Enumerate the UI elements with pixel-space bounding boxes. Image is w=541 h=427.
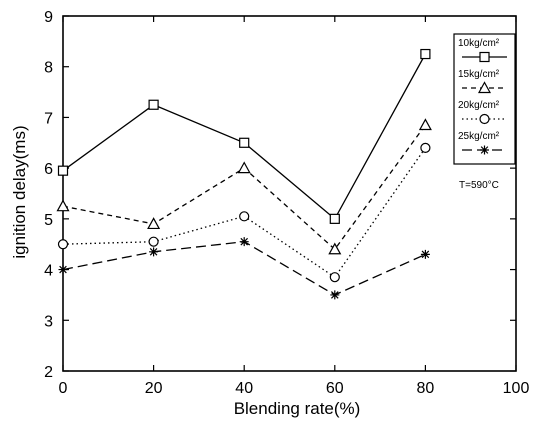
y-tick-label: 2: [44, 364, 53, 381]
y-tick-label: 3: [44, 313, 53, 330]
axes: 0 20 40 60 80 100 2 3 4 5 6 7 8 9: [44, 9, 529, 397]
legend-label: 15kg/cm²: [458, 69, 500, 80]
data-point: [57, 165, 69, 176]
data-point: [239, 211, 250, 222]
series-line: [62, 53, 426, 220]
data-point: [237, 161, 251, 174]
legend-marker: [477, 81, 492, 94]
legend-marker: [480, 145, 489, 155]
y-tick-label: 9: [44, 9, 53, 26]
y-tick-label: 5: [44, 212, 53, 229]
x-tick-label: 100: [503, 380, 530, 397]
data-point: [418, 118, 432, 131]
data-point: [420, 142, 431, 153]
x-tick-label: 20: [145, 380, 163, 397]
data-point: [56, 199, 70, 212]
y-tick-label: 7: [44, 110, 53, 127]
data-point: [239, 137, 250, 148]
data-point: [147, 217, 161, 230]
x-tick-label: 0: [59, 380, 68, 397]
y-tick-label: 4: [44, 263, 53, 280]
x-axis-label: Blending rate(%): [234, 399, 361, 418]
data-point: [420, 48, 431, 60]
y-axis-label: ignition delay(ms): [10, 125, 29, 258]
x-tick-label: 80: [417, 380, 435, 397]
legend-label: 10kg/cm²: [458, 38, 500, 49]
plot-frame: [62, 15, 517, 372]
data-point: [58, 265, 68, 275]
temperature-annotation: T=590°C: [459, 180, 499, 191]
series-2: [56, 118, 432, 255]
data-point: [330, 290, 340, 300]
x-tick-label: 60: [326, 380, 344, 397]
legend-marker: [479, 113, 490, 125]
data-point: [328, 242, 342, 255]
series-4: [58, 237, 430, 300]
series-layer: [56, 48, 432, 300]
data-point: [149, 247, 159, 257]
series-3: [57, 142, 431, 283]
legend: 10kg/cm² 15kg/cm² 20kg/cm² 25kg/cm²: [453, 33, 516, 165]
data-point: [57, 239, 69, 250]
data-point: [148, 236, 159, 247]
data-point: [329, 213, 340, 224]
y-tick-label: 8: [44, 60, 53, 77]
data-point: [329, 272, 340, 283]
x-tick-label: 40: [235, 380, 253, 397]
data-point: [148, 99, 159, 110]
legend-label: 25kg/cm²: [458, 131, 500, 142]
legend-label: 20kg/cm²: [458, 100, 500, 111]
legend-marker: [479, 51, 490, 63]
series-line: [62, 241, 426, 296]
series-1: [57, 48, 431, 224]
y-tick-label: 6: [44, 161, 53, 178]
data-point: [239, 237, 249, 247]
data-point: [420, 249, 430, 259]
